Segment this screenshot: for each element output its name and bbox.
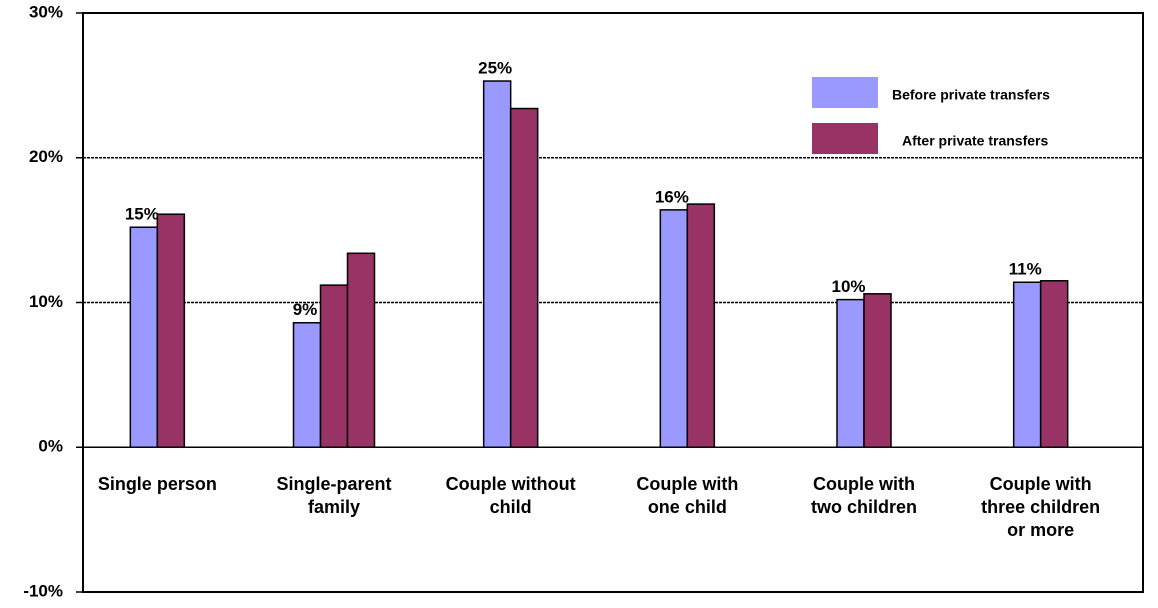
y-tick-label: 0% [38, 437, 63, 456]
data-label: 9% [293, 300, 318, 319]
data-label: 15% [125, 205, 159, 224]
bar [1012, 281, 1042, 448]
data-label: 10% [831, 277, 865, 296]
data-label: 16% [655, 187, 689, 206]
bar [292, 322, 322, 449]
x-tick-label: Single-parent family [276, 474, 392, 518]
data-label: 25% [478, 59, 512, 78]
y-tick-label: 30% [29, 2, 63, 21]
y-tick-label: 10% [29, 292, 63, 311]
bar [156, 213, 186, 448]
bar [836, 298, 865, 449]
x-tick-label: Couple without child [445, 474, 576, 518]
data-label: 11% [1009, 260, 1042, 279]
bar [1039, 280, 1069, 448]
x-tick-label: Single person [97, 474, 217, 495]
x-tick-label: Couple with two children [810, 474, 917, 518]
bar [686, 203, 716, 448]
legend-label: After private transfers [902, 133, 1048, 149]
bar [346, 252, 376, 448]
bar [659, 209, 689, 448]
y-tick-label: 20% [29, 147, 63, 166]
legend-label: Before private transfers [892, 87, 1050, 103]
y-tick-label: -10% [23, 581, 63, 600]
bar [129, 226, 159, 448]
bar [509, 107, 539, 448]
legend-swatch [812, 77, 878, 108]
x-tick-label: Couple with three children or more [981, 474, 1101, 541]
x-tick-label: Couple with one child [636, 474, 739, 518]
bar [863, 293, 892, 448]
legend-swatch [812, 123, 878, 154]
bar [482, 80, 512, 448]
bar [319, 284, 349, 448]
